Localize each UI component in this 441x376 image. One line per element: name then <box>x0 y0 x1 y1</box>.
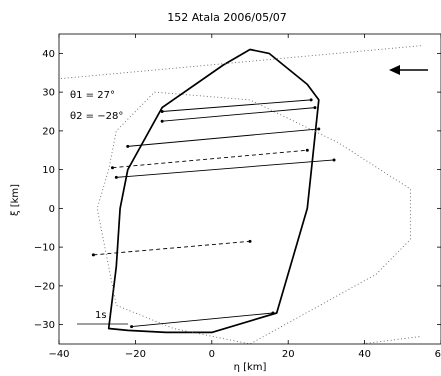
plot-area <box>59 45 422 344</box>
chord-end-point <box>309 98 313 102</box>
x-tick-label: 0 <box>209 349 215 360</box>
chord-end-point <box>313 106 317 110</box>
chord-line-2 <box>162 107 315 122</box>
plot-frame <box>58 33 441 345</box>
dotted-outline-2 <box>59 45 422 80</box>
chord-start-point <box>160 110 164 113</box>
chart-title: 152 Atala 2006/05/07 <box>167 11 287 24</box>
y-tick-label: 10 <box>42 165 55 176</box>
x-axis-label: η [km] <box>234 362 267 373</box>
x-tick-label: 40 <box>358 349 371 360</box>
y-tick-label: 20 <box>42 126 55 137</box>
chord-line-6 <box>93 240 251 256</box>
x-tick-label: −40 <box>48 349 69 360</box>
y-tick-label: 0 <box>49 204 55 215</box>
y-tick-label: −10 <box>34 243 55 254</box>
theta1-label: θ1 = 27° <box>70 90 115 101</box>
chord-start-point <box>91 253 95 257</box>
chord-start-point <box>130 325 134 329</box>
theta2-label: θ2 = −28° <box>70 111 123 122</box>
y-tick-label: −30 <box>34 320 55 331</box>
y-tick-label: 40 <box>42 49 55 60</box>
y-axis-label: ξ [km] <box>10 184 21 216</box>
chord-start-point <box>114 175 118 179</box>
x-tick-label: 20 <box>282 349 295 360</box>
chord-end-point <box>305 148 309 152</box>
chord-line-7 <box>131 312 273 328</box>
chord-line-3 <box>127 128 319 147</box>
chord-start-point <box>126 144 130 148</box>
x-tick-label: −20 <box>125 349 146 360</box>
chord-start-point <box>110 166 114 170</box>
asteroid-profile-line <box>107 48 320 334</box>
chord-line-5 <box>116 159 335 178</box>
chord-start-point <box>160 119 164 123</box>
chord-end-point <box>317 127 321 131</box>
x-tick-label: 60 <box>435 349 441 360</box>
chord-end-point <box>332 158 336 162</box>
chord-line-4 <box>112 149 308 169</box>
y-tick-label: 30 <box>42 88 55 99</box>
chord-line-1 <box>162 99 312 112</box>
y-tick-label: −20 <box>34 281 55 292</box>
chord-end-point <box>271 311 275 315</box>
scale-bar-label: 1s <box>95 310 107 321</box>
axis-ticks: −40 −20 0 20 40 60 −30 −20 −10 0 10 20 30 40 <box>34 34 441 360</box>
dotted-outline-3 <box>357 335 422 344</box>
chord-end-point <box>248 239 252 243</box>
direction-arrow-icon <box>389 65 428 75</box>
dotted-outline-1 <box>96 91 411 344</box>
